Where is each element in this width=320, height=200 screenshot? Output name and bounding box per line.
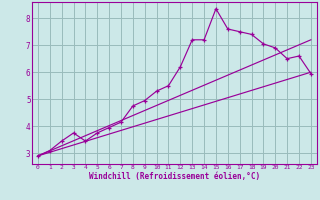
X-axis label: Windchill (Refroidissement éolien,°C): Windchill (Refroidissement éolien,°C) — [89, 172, 260, 181]
